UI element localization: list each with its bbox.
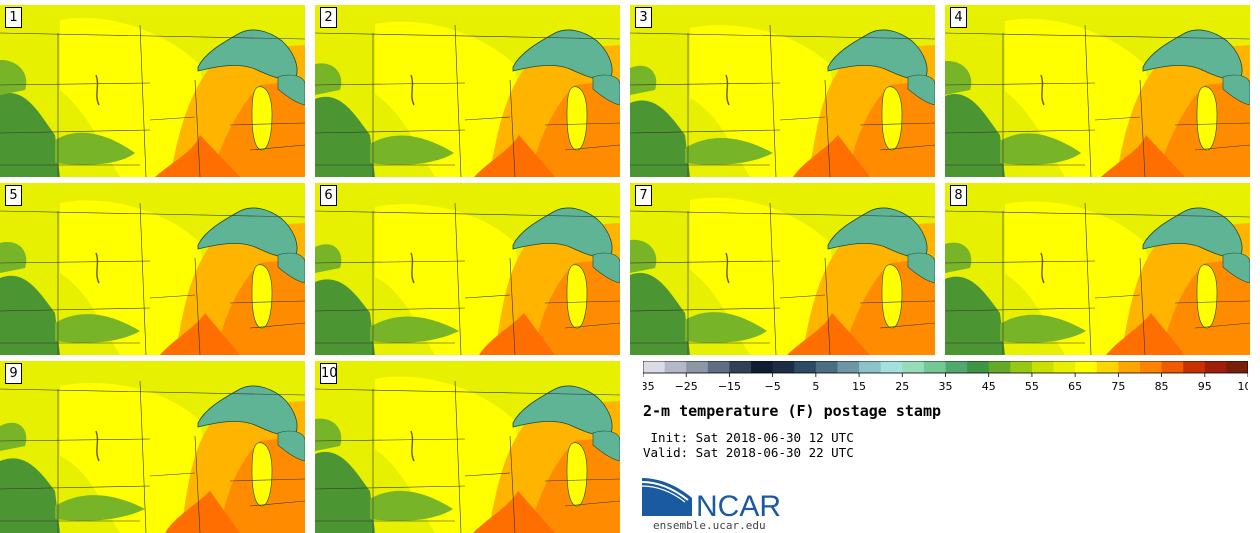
temperature-map xyxy=(0,5,305,177)
stamp-label: 5 xyxy=(5,185,22,206)
colorbar-bin xyxy=(902,361,925,373)
colorbar-bin xyxy=(859,361,882,373)
colorbar-tick-label: 65 xyxy=(1068,380,1082,393)
stamp-8: 8 xyxy=(945,183,1250,355)
valid-time: Valid: Sat 2018-06-30 22 UTC xyxy=(643,445,854,460)
init-time: Init: Sat 2018-06-30 12 UTC xyxy=(643,430,854,445)
colorbar-tick-label: −35 xyxy=(643,380,655,393)
colorbar-bin xyxy=(1139,361,1163,373)
colorbar-bin xyxy=(1226,361,1248,373)
colorbar-bin xyxy=(1204,361,1227,373)
colorbar-bin xyxy=(1053,361,1076,373)
colorbar-bin xyxy=(1118,361,1141,373)
colorbar-bin xyxy=(967,361,990,373)
stamp-label: 8 xyxy=(950,185,967,206)
colorbar-tick-label: 25 xyxy=(895,380,909,393)
colorbar-bin xyxy=(794,361,817,373)
stamp-label: 10 xyxy=(320,363,338,384)
colorbar-tick-label: −15 xyxy=(718,380,741,393)
stamp-label: 3 xyxy=(635,7,652,28)
colorbar-bin xyxy=(1183,361,1206,373)
colorbar-tick-label: 45 xyxy=(982,380,996,393)
colorbar-bin xyxy=(1161,361,1184,373)
temperature-map xyxy=(315,5,620,177)
colorbar-bin xyxy=(880,361,903,373)
stamp-10: 10 xyxy=(315,361,620,533)
colorbar: −35−25−15−55152535455565758595105115 xyxy=(643,361,1249,393)
stamp-label: 1 xyxy=(5,7,22,28)
temperature-map xyxy=(315,361,620,533)
temperature-map xyxy=(0,361,305,533)
colorbar-tick-label: −25 xyxy=(675,380,698,393)
temperature-map xyxy=(630,5,935,177)
site-url: ensemble.ucar.edu xyxy=(653,519,766,532)
temperature-map xyxy=(630,183,935,355)
ncar-logo-text: NCAR xyxy=(696,490,781,520)
colorbar-bin xyxy=(923,361,946,373)
colorbar-tick-label: 5 xyxy=(812,380,819,393)
stamp-1: 1 xyxy=(0,5,305,177)
colorbar-bin xyxy=(815,361,838,373)
colorbar-tick-label: 85 xyxy=(1155,380,1169,393)
temperature-map xyxy=(315,183,620,355)
stamp-9: 9 xyxy=(0,361,305,533)
colorbar-bin xyxy=(643,361,666,373)
colorbar-bin xyxy=(751,361,774,373)
colorbar-bin xyxy=(664,361,687,373)
colorbar-bin xyxy=(707,361,730,373)
stamp-label: 6 xyxy=(320,185,337,206)
colorbar-tick-label: 75 xyxy=(1111,380,1125,393)
stamp-label: 7 xyxy=(635,185,652,206)
colorbar-tick-label: −5 xyxy=(765,380,781,393)
colorbar-bin xyxy=(837,361,860,373)
temperature-map xyxy=(0,183,305,355)
colorbar-bin xyxy=(1075,361,1098,373)
stamp-2: 2 xyxy=(315,5,620,177)
colorbar-bin xyxy=(945,361,968,373)
colorbar-bin xyxy=(686,361,709,373)
stamp-label: 2 xyxy=(320,7,337,28)
colorbar-bin xyxy=(1096,361,1119,373)
ncar-logo: NCAR xyxy=(642,478,781,520)
temperature-map xyxy=(945,5,1250,177)
stamp-6: 6 xyxy=(315,183,620,355)
colorbar-tick-label: 55 xyxy=(1025,380,1039,393)
colorbar-bin xyxy=(772,361,795,373)
stamp-4: 4 xyxy=(945,5,1250,177)
colorbar-bin xyxy=(729,361,752,373)
stamp-7: 7 xyxy=(630,183,935,355)
plot-title: 2-m temperature (F) postage stamp xyxy=(643,402,942,420)
colorbar-bin xyxy=(1010,361,1033,373)
colorbar-tick-label: 15 xyxy=(852,380,866,393)
colorbar-tick-label: 35 xyxy=(939,380,953,393)
temperature-map xyxy=(945,183,1250,355)
colorbar-bin xyxy=(1031,361,1055,373)
stamp-label: 9 xyxy=(5,363,22,384)
colorbar-tick-label: 95 xyxy=(1198,380,1212,393)
stamp-label: 4 xyxy=(950,7,967,28)
stamp-3: 3 xyxy=(630,5,935,177)
colorbar-tick-label: 105 xyxy=(1238,380,1249,393)
colorbar-bin xyxy=(988,361,1011,373)
stamp-5: 5 xyxy=(0,183,305,355)
